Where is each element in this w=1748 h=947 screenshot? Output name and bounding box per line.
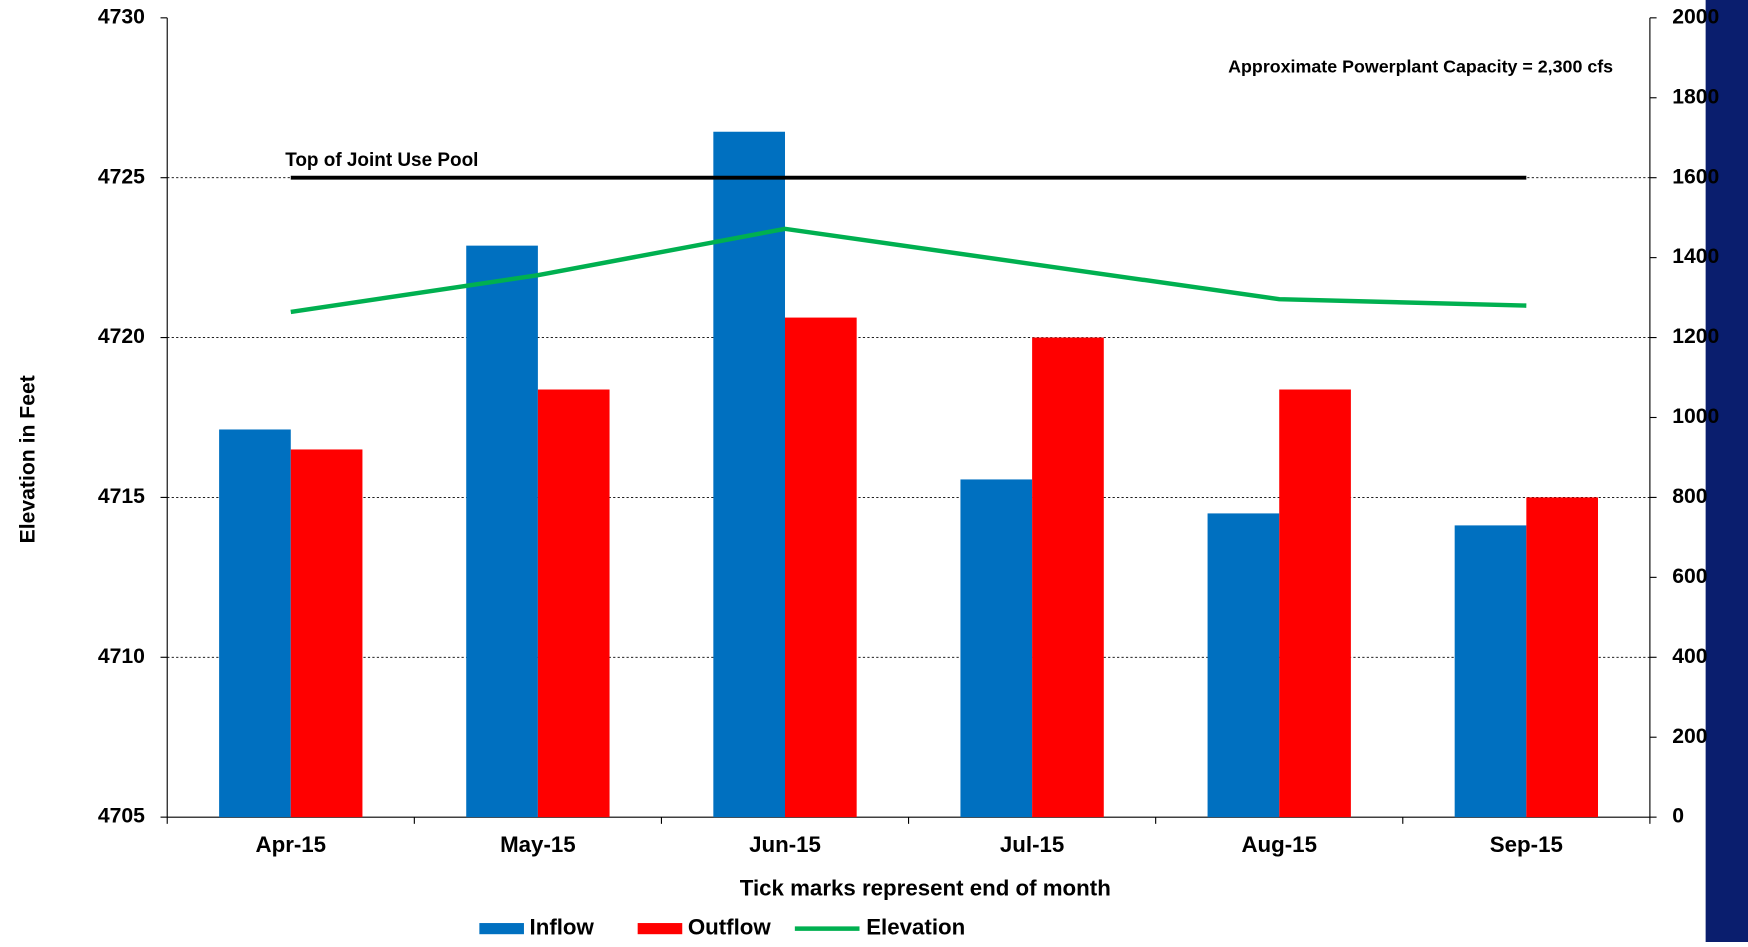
x-tick-label: Jul-15 [1000,832,1064,857]
bar [537,389,610,818]
x-tick-label: Sep-15 [1490,832,1563,857]
x-tick-label: Apr-15 [255,832,326,857]
side-band [1705,0,1748,942]
bar [713,131,786,818]
bar [785,317,857,818]
bar [960,479,1033,818]
x-tick-label: May-15 [500,832,576,857]
y2-tick-label: 1200 [1672,325,1719,348]
y2-tick-label: 200 [1672,725,1707,748]
y-axis-title: Elevation in Feet [17,375,40,543]
y-tick-label: 4725 [98,165,145,188]
y-tick-label: 4715 [98,485,145,508]
bar [1207,513,1280,818]
y2-tick-label: 1400 [1672,245,1719,268]
y2-tick-label: 1600 [1672,165,1719,188]
y-tick-label: 4720 [98,325,145,348]
legend-swatch [637,923,683,935]
legend-label: Outflow [688,915,772,940]
y2-tick-label: 400 [1672,645,1707,668]
legend-swatch [479,923,524,935]
x-tick-label: Aug-15 [1241,832,1317,857]
annotation: Approximate Powerplant Capacity = 2,300 … [1228,57,1613,77]
y-tick-label: 4710 [98,645,145,668]
y2-tick-label: 800 [1672,485,1707,508]
y-tick-label: 4705 [98,805,145,828]
y2-tick-label: 600 [1672,565,1707,588]
annotation: Top of Joint Use Pool [285,150,478,171]
bar [1032,337,1104,818]
y-tick-label: 4730 [98,5,145,28]
x-axis-title: Tick marks represent end of month [740,875,1111,900]
legend-label: Elevation [866,915,965,940]
bar [1526,497,1599,818]
bar [219,429,291,818]
y2-tick-label: 1000 [1672,405,1719,428]
line [290,226,1527,315]
bar [1454,525,1527,818]
bar [466,245,538,818]
y2-tick-label: 1800 [1672,85,1719,108]
y2-tick-label: 2000 [1672,5,1719,28]
y2-tick-label: 0 [1672,805,1684,828]
bar [290,449,363,818]
legend-label: Inflow [530,915,595,940]
bar [1279,389,1351,818]
x-tick-label: Jun-15 [749,832,821,857]
